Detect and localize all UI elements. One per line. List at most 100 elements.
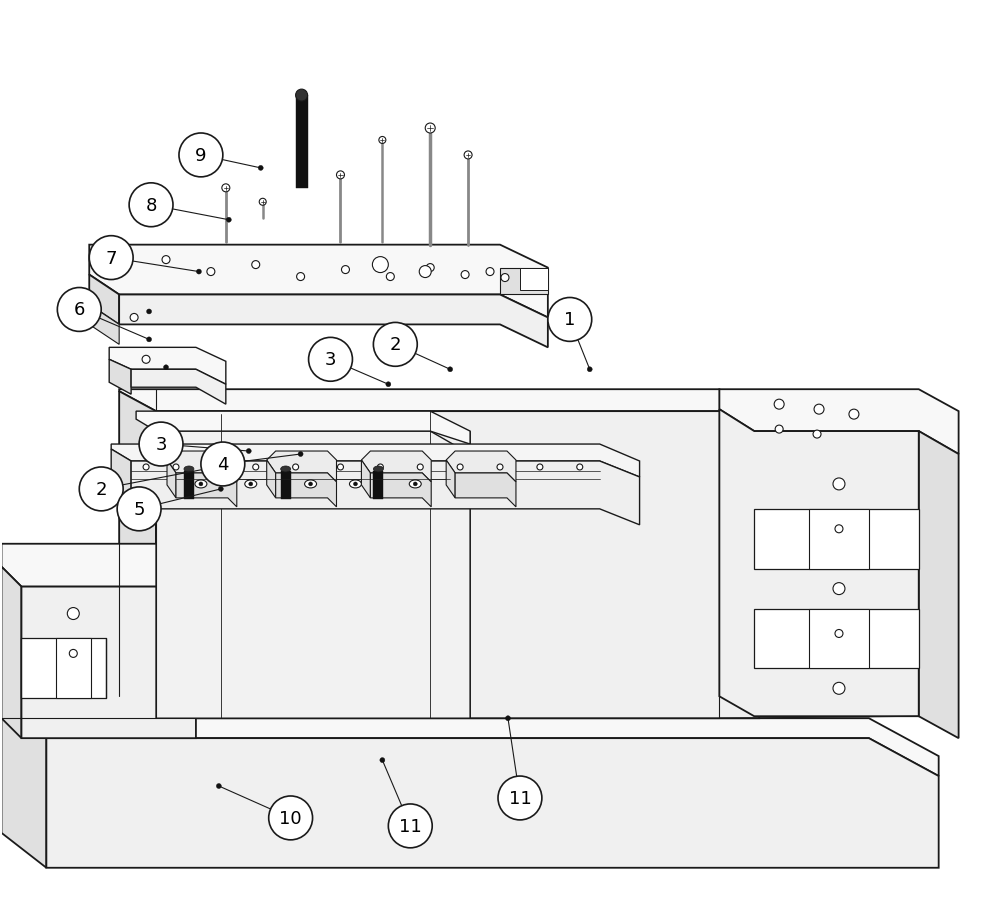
Circle shape (173, 464, 179, 471)
Polygon shape (809, 609, 869, 669)
Circle shape (417, 464, 423, 471)
Polygon shape (296, 96, 308, 188)
Circle shape (164, 366, 169, 370)
Circle shape (117, 487, 161, 531)
Text: 11: 11 (509, 789, 531, 807)
Circle shape (129, 184, 173, 228)
Circle shape (461, 271, 469, 279)
Polygon shape (370, 473, 431, 507)
Polygon shape (119, 390, 759, 435)
Circle shape (147, 310, 152, 314)
Circle shape (373, 323, 417, 367)
Polygon shape (21, 639, 106, 698)
Ellipse shape (349, 481, 361, 488)
Text: 2: 2 (95, 481, 107, 498)
Polygon shape (111, 449, 131, 509)
Polygon shape (167, 451, 237, 482)
Circle shape (296, 90, 308, 102)
Ellipse shape (373, 467, 383, 472)
Circle shape (341, 267, 349, 274)
Circle shape (253, 464, 259, 471)
Circle shape (775, 425, 783, 434)
Circle shape (833, 683, 845, 695)
Circle shape (218, 487, 223, 492)
Circle shape (379, 137, 386, 144)
Polygon shape (446, 451, 516, 482)
Circle shape (353, 482, 357, 486)
Polygon shape (809, 509, 869, 569)
Polygon shape (184, 471, 194, 499)
Circle shape (67, 607, 79, 619)
Circle shape (537, 464, 543, 471)
Text: 1: 1 (564, 312, 575, 329)
Polygon shape (281, 471, 291, 499)
Circle shape (139, 423, 183, 467)
Circle shape (143, 464, 149, 471)
Polygon shape (21, 587, 196, 738)
Circle shape (464, 152, 472, 160)
Circle shape (79, 468, 123, 511)
Polygon shape (373, 471, 383, 499)
Circle shape (833, 583, 845, 595)
Polygon shape (176, 473, 237, 507)
Polygon shape (754, 509, 919, 569)
Circle shape (835, 630, 843, 638)
Circle shape (497, 464, 503, 471)
Polygon shape (267, 460, 276, 498)
Circle shape (501, 274, 509, 282)
Polygon shape (267, 451, 336, 482)
Text: 7: 7 (105, 249, 117, 267)
Text: 4: 4 (217, 456, 229, 473)
Polygon shape (276, 473, 336, 507)
Text: 3: 3 (325, 351, 336, 369)
Circle shape (199, 482, 203, 486)
Circle shape (222, 185, 230, 193)
Polygon shape (131, 461, 640, 526)
Circle shape (337, 464, 343, 471)
Polygon shape (89, 276, 119, 325)
Polygon shape (119, 295, 548, 348)
Circle shape (457, 464, 463, 471)
Polygon shape (119, 391, 156, 719)
Circle shape (213, 464, 219, 471)
Circle shape (196, 270, 201, 275)
Circle shape (252, 261, 260, 269)
Ellipse shape (195, 481, 207, 488)
Circle shape (486, 268, 494, 277)
Polygon shape (89, 305, 119, 345)
Text: 11: 11 (399, 817, 422, 835)
Polygon shape (56, 639, 91, 698)
Polygon shape (2, 684, 939, 777)
Polygon shape (109, 360, 131, 395)
Circle shape (309, 482, 313, 486)
Circle shape (259, 199, 266, 206)
Circle shape (386, 273, 394, 281)
Circle shape (372, 257, 388, 273)
Circle shape (377, 464, 383, 471)
Text: 9: 9 (195, 147, 207, 165)
Circle shape (213, 465, 218, 470)
Circle shape (298, 452, 303, 457)
Polygon shape (131, 369, 226, 404)
Circle shape (587, 368, 592, 372)
Polygon shape (361, 460, 370, 498)
Polygon shape (2, 684, 46, 868)
Circle shape (388, 804, 432, 848)
Polygon shape (754, 609, 919, 669)
Circle shape (386, 382, 391, 387)
Text: 5: 5 (133, 500, 145, 518)
Polygon shape (500, 268, 548, 295)
Circle shape (179, 134, 223, 177)
Polygon shape (719, 410, 919, 717)
Circle shape (505, 716, 510, 720)
Polygon shape (167, 460, 176, 498)
Circle shape (69, 650, 77, 658)
Circle shape (336, 172, 344, 179)
Circle shape (246, 449, 251, 454)
Circle shape (814, 404, 824, 414)
Circle shape (426, 265, 434, 272)
Polygon shape (46, 738, 939, 868)
Circle shape (413, 482, 417, 486)
Circle shape (89, 236, 133, 280)
Circle shape (425, 124, 435, 134)
